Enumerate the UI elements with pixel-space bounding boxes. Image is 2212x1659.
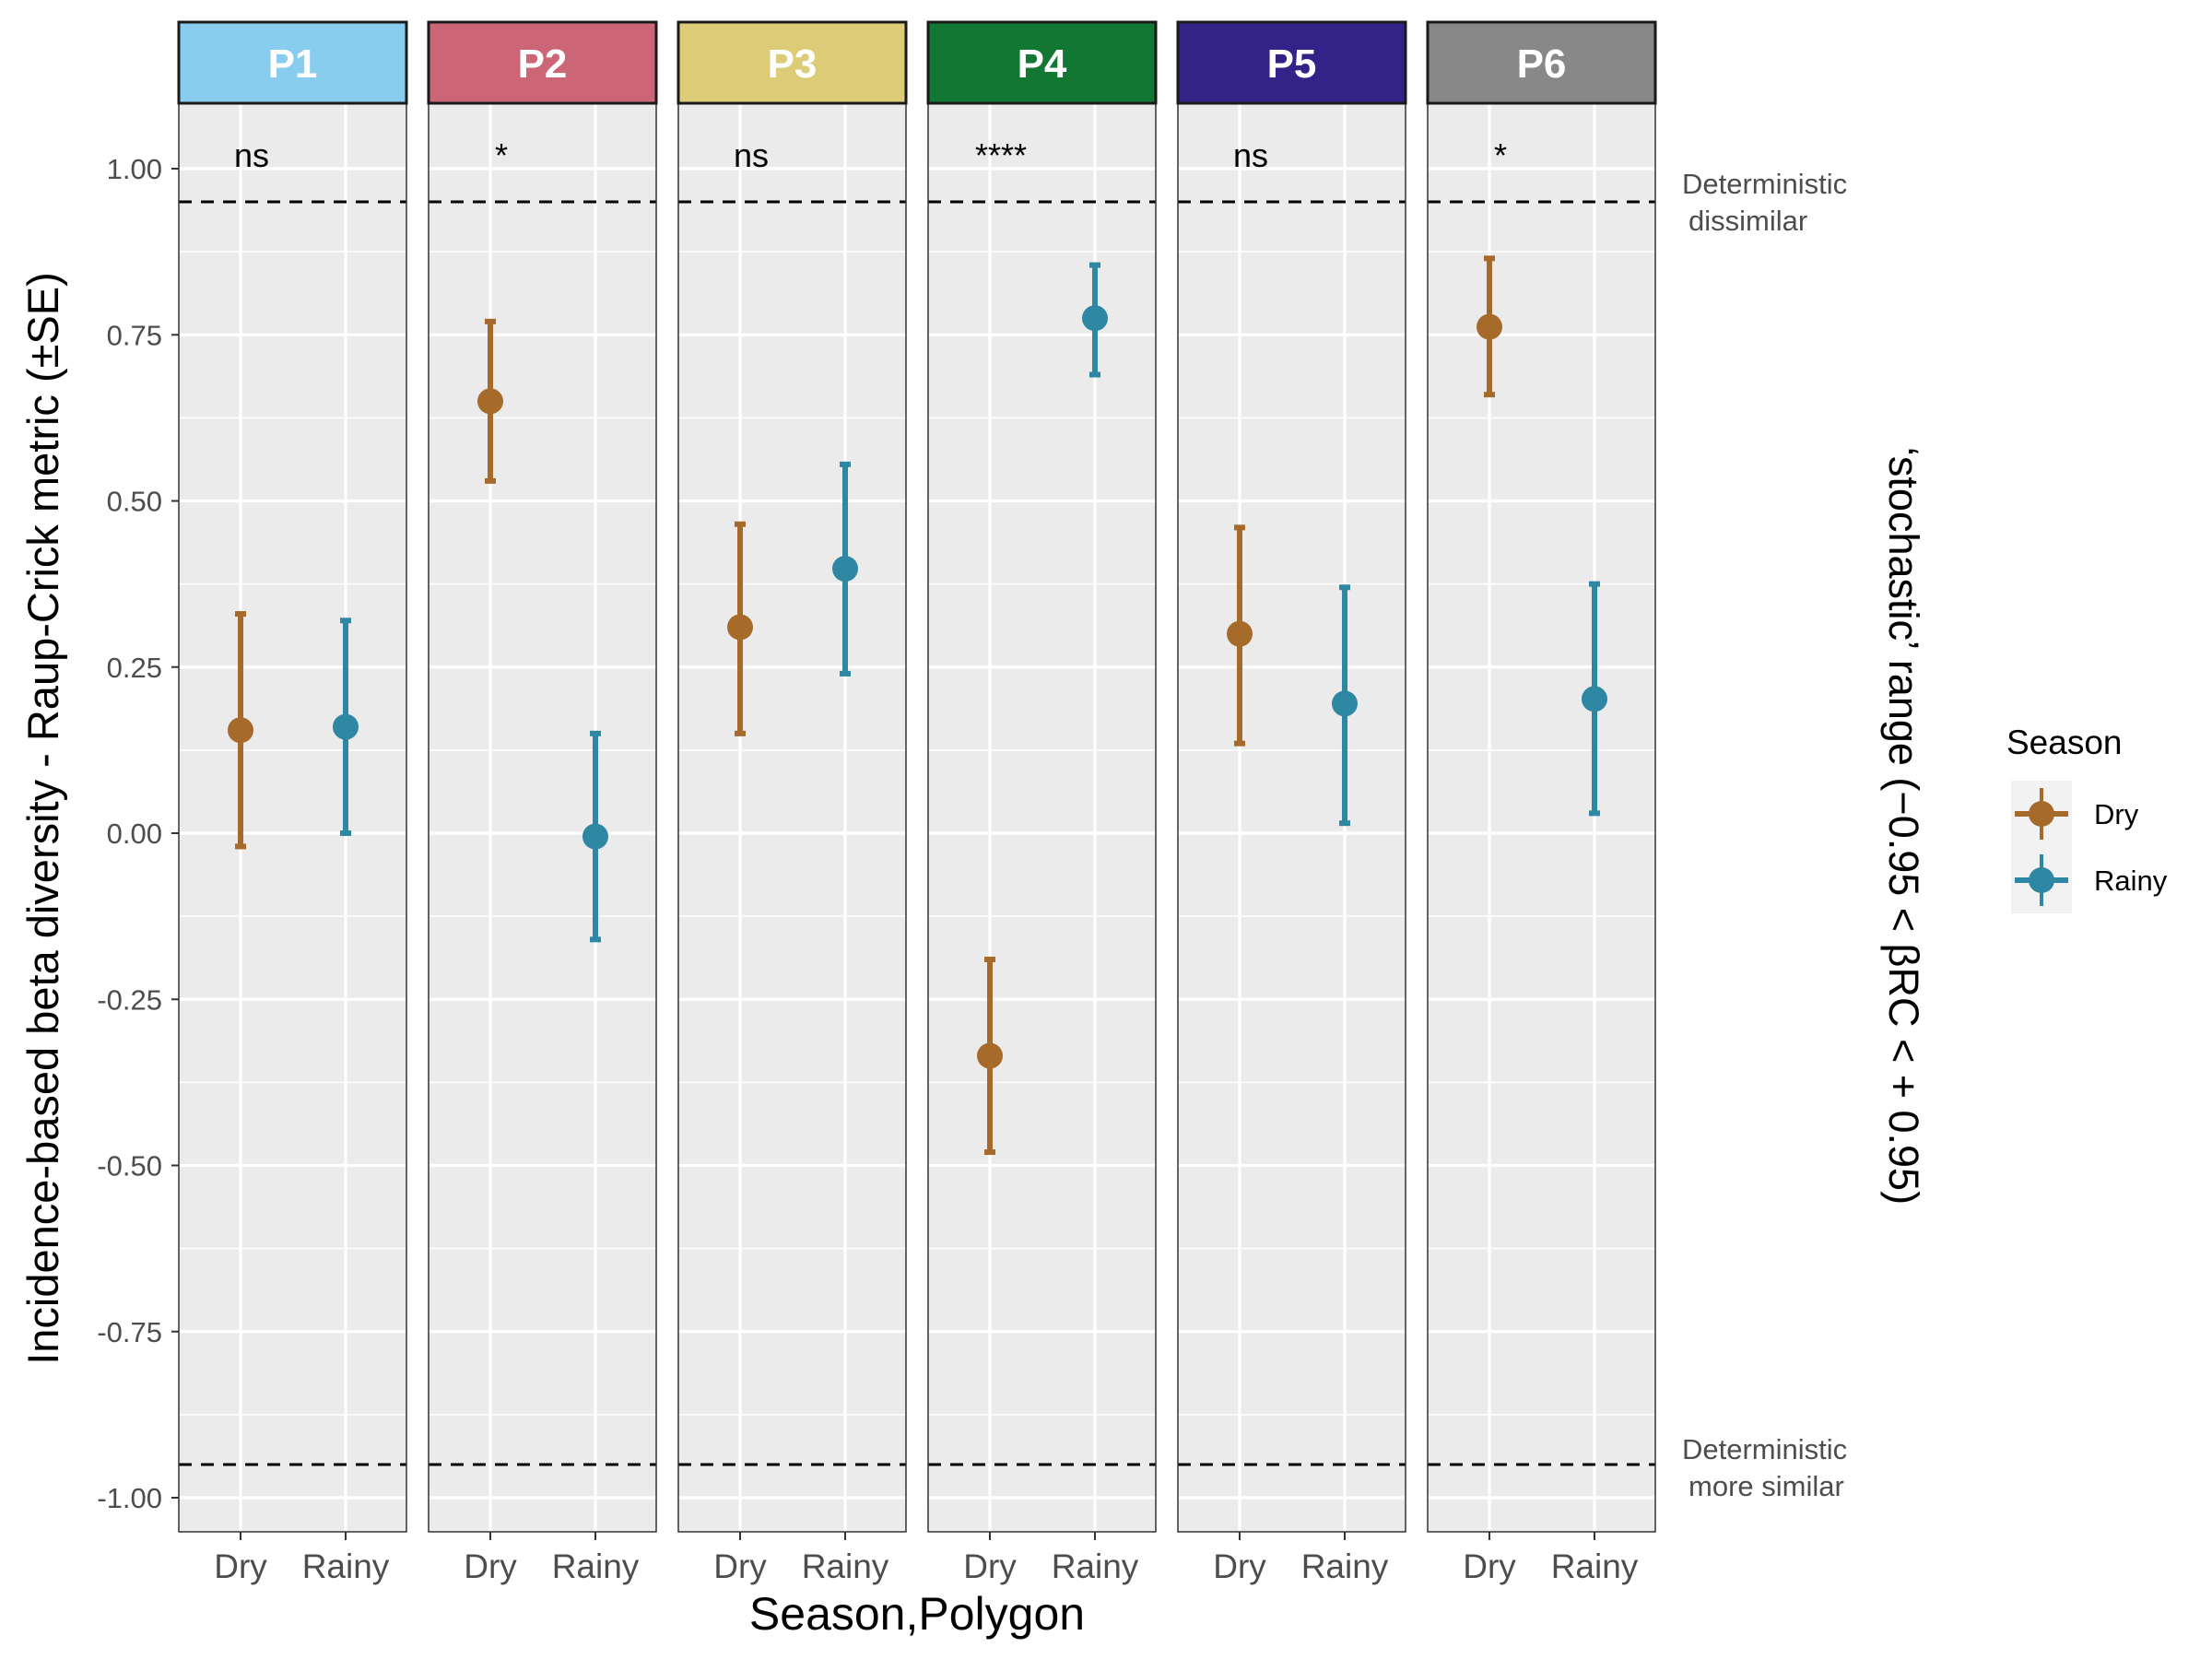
strip-label: P2 <box>518 41 568 87</box>
mean-point <box>582 823 608 850</box>
x-tick-label: Rainy <box>1052 1547 1139 1585</box>
legend-label: Dry <box>2094 798 2139 830</box>
point-rainy <box>1332 584 1358 827</box>
x-tick-label: Rainy <box>302 1547 390 1585</box>
x-tick-label: Dry <box>963 1547 1017 1585</box>
y-tick-label: 1.00 <box>107 153 162 185</box>
strip-p6 <box>1426 20 1657 105</box>
x-tick-label: Dry <box>464 1547 517 1585</box>
panel-background <box>179 103 406 1532</box>
y-tick-label: -0.50 <box>97 1150 162 1182</box>
x-tick-label: Rainy <box>802 1547 889 1585</box>
y-axis: 1.00 0.75 0.50 0.25 0.00 -0.25 -0.50 -0.75 -1.00 <box>97 153 179 1514</box>
legend-key-point <box>2029 801 2054 827</box>
strip-label: P3 <box>768 41 818 87</box>
y-tick-label: -0.75 <box>97 1316 162 1348</box>
legend-label: Rainy <box>2094 865 2168 897</box>
mean-point <box>228 717 253 744</box>
point-dry <box>1227 524 1253 747</box>
y-tick-label: 0.50 <box>107 486 162 518</box>
x-tick-label: Dry <box>1213 1547 1266 1585</box>
legend-title: Season <box>2006 724 2123 761</box>
y-tick-label: -0.25 <box>97 983 162 1016</box>
strip-p3 <box>677 20 908 105</box>
mean-point <box>477 388 503 415</box>
significance-label: ns <box>734 136 769 174</box>
significance-label: ns <box>1233 136 1268 174</box>
upper-annotation-line2: dissimilar <box>1688 205 1807 237</box>
strip-label: P6 <box>1517 41 1567 87</box>
x-tick-label: Dry <box>214 1547 267 1585</box>
point-rainy <box>333 618 359 836</box>
legend-key-point <box>2029 867 2054 893</box>
mean-point <box>1082 305 1108 332</box>
significance-label: ns <box>234 136 269 174</box>
point-rainy <box>582 730 608 943</box>
lower-annotation-line2: more similar <box>1688 1470 1844 1502</box>
panel-p3: P3 ns Dry Rainy <box>677 20 908 1585</box>
mean-point <box>832 556 858 582</box>
right-axis-title: ‘stochastic’ range (−0.95 < βRC < + 0.95… <box>1880 447 1927 1205</box>
panel-p5: P5 ns Dry Rainy <box>1176 20 1407 1585</box>
panel-p4: P4 **** Dry Rainy <box>926 20 1158 1585</box>
x-tick-label: Rainy <box>1301 1547 1389 1585</box>
strip-label: P5 <box>1267 41 1317 87</box>
point-rainy <box>832 461 858 677</box>
panel-p2: P2 * Dry Rainy <box>427 20 658 1585</box>
mean-point <box>1332 690 1358 717</box>
panel-p6: P6 * Dry Rainy <box>1426 20 1657 1585</box>
y-axis-title: Incidence-based beta diversity - Raup-Cr… <box>18 272 67 1365</box>
upper-annotation-line1: Deterministic <box>1682 168 1847 200</box>
y-tick-label: 0.75 <box>107 319 162 351</box>
y-tick-label: -1.00 <box>97 1482 162 1514</box>
point-dry <box>977 956 1003 1156</box>
mean-point <box>1227 620 1253 647</box>
y-tick-label: 0.00 <box>107 818 162 850</box>
x-tick-label: Dry <box>1463 1547 1516 1585</box>
legend: Season Dry Rainy <box>2006 724 2168 913</box>
point-rainy <box>1582 581 1607 817</box>
panel-background <box>1178 103 1406 1532</box>
x-axis-title: Season,Polygon <box>749 1588 1085 1640</box>
strip-p2 <box>427 20 658 105</box>
x-tick-label: Rainy <box>1551 1547 1639 1585</box>
point-dry <box>477 318 503 484</box>
mean-point <box>1582 686 1607 712</box>
significance-label: * <box>495 136 508 174</box>
mean-point <box>977 1042 1003 1069</box>
point-dry <box>1477 255 1502 398</box>
panel-background <box>678 103 906 1532</box>
x-tick-label: Rainy <box>552 1547 640 1585</box>
strip-label: P4 <box>1018 41 1067 87</box>
strip-p1 <box>177 20 408 105</box>
lower-annotation-line1: Deterministic <box>1682 1433 1847 1465</box>
legend-key-rainy <box>2011 847 2072 913</box>
panel-p1: P1 ns Dry Rainy <box>177 20 408 1585</box>
point-dry <box>727 521 753 736</box>
mean-point <box>333 713 359 740</box>
panel-background <box>1428 103 1655 1532</box>
y-tick-label: 0.25 <box>107 652 162 684</box>
significance-label: **** <box>975 136 1027 174</box>
mean-point <box>1477 313 1502 340</box>
strip-p5 <box>1176 20 1407 105</box>
point-dry <box>228 611 253 850</box>
point-rainy <box>1082 262 1108 378</box>
strip-p4 <box>926 20 1158 105</box>
panel-background <box>928 103 1156 1532</box>
strip-label: P1 <box>268 41 318 87</box>
x-tick-label: Dry <box>713 1547 767 1585</box>
mean-point <box>727 614 753 641</box>
threshold-annotations: Deterministic dissimilar Deterministic m… <box>1682 168 1847 1502</box>
legend-key-dry <box>2011 781 2072 847</box>
panel-background <box>429 103 656 1532</box>
significance-label: * <box>1494 136 1507 174</box>
